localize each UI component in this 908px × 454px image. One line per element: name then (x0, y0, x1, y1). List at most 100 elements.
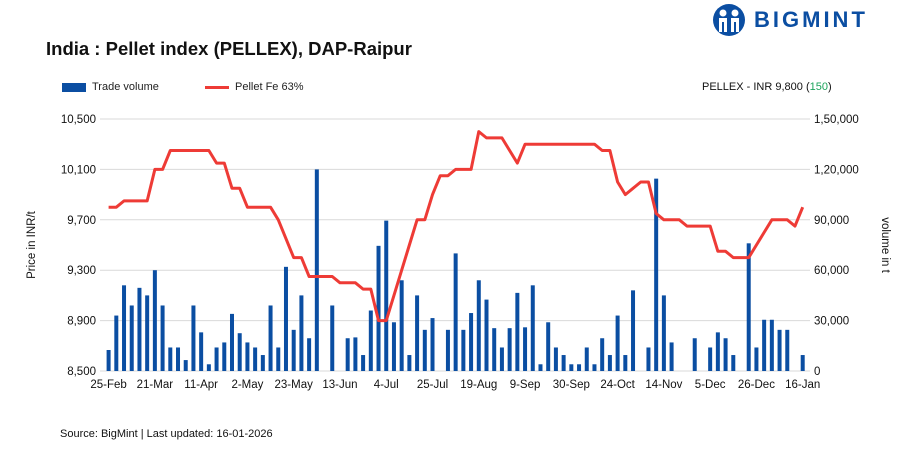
headline-change: 150 (809, 81, 828, 93)
volume-bar (577, 364, 582, 371)
volume-bar (762, 319, 767, 371)
volume-bar (399, 280, 404, 371)
y-tick-right: 1,50,000 (814, 114, 859, 126)
legend-swatch-bar (62, 82, 86, 92)
volume-bar (754, 347, 759, 371)
volume-bar (546, 322, 551, 371)
x-tick: 21-Mar (137, 379, 174, 391)
legend-label: Trade volume (92, 81, 159, 93)
volume-bar (646, 347, 651, 371)
volume-bar (484, 299, 489, 371)
volume-bar (191, 305, 196, 371)
y-tick-left: 9,700 (67, 215, 96, 227)
volume-bar (229, 313, 234, 371)
volume-bar (538, 364, 543, 371)
volume-bar (314, 169, 319, 371)
combo-chart: 8,500 0 8,900 30,000 9,300 60,000 9,700 90,000 1… (26, 114, 891, 391)
volume-bar (600, 338, 605, 371)
volume-bar (299, 295, 304, 371)
volume-bar (715, 332, 720, 371)
x-tick: 14-Nov (645, 379, 682, 391)
volume-bar (553, 347, 558, 371)
y-axis-label-left: Price in INR/t (26, 210, 38, 279)
volume-bar (176, 347, 181, 371)
volume-bar (237, 333, 242, 371)
x-tick: 19-Aug (460, 379, 497, 391)
x-tick: 23-May (275, 379, 314, 391)
volume-bar (507, 328, 512, 371)
volume-bar (291, 329, 296, 371)
volume-bar (152, 270, 157, 371)
volume-bar (661, 295, 666, 371)
volume-bar (307, 338, 312, 371)
chart-title: India : Pellet index (PELLEX), DAP-Raipu… (46, 38, 412, 59)
y-tick-left: 10,500 (61, 114, 96, 126)
volume-bar (515, 292, 520, 371)
volume-bar (345, 338, 350, 371)
volume-bar (453, 253, 458, 371)
volume-bar (114, 315, 119, 371)
volume-bar (137, 287, 142, 371)
volume-bar (631, 290, 636, 371)
brand-name: BIGMINT (754, 7, 868, 32)
x-tick: 5-Dec (695, 379, 726, 391)
volume-bar (569, 364, 574, 371)
volume-bar (607, 355, 612, 371)
volume-bar (623, 355, 628, 371)
volume-bar (283, 266, 288, 371)
volume-bar (731, 355, 736, 371)
volume-bar (654, 178, 659, 371)
volume-bar (145, 295, 150, 371)
x-tick: 13-Jun (322, 379, 357, 391)
paren: ( (805, 81, 810, 93)
legend-item-pellet: Pellet Fe 63% (205, 81, 303, 93)
y-tick-left: 10,100 (61, 164, 96, 176)
volume-bar (407, 355, 412, 371)
headline-label: PELLEX - INR 9,800 (702, 81, 803, 93)
legend-item-trade-volume: Trade volume (62, 81, 159, 93)
volume-bar (669, 342, 674, 371)
volume-bar (492, 328, 497, 371)
volume-bar (391, 322, 396, 371)
volume-bar (800, 355, 805, 371)
volume-bar (445, 329, 450, 371)
y-tick-left: 8,500 (67, 366, 96, 378)
y-tick-left: 8,900 (67, 316, 96, 328)
x-tick: 9-Sep (510, 379, 541, 391)
volume-bar (708, 347, 713, 371)
volume-bar (769, 319, 774, 371)
volume-bar (530, 285, 535, 371)
volume-bar (199, 332, 204, 371)
x-tick: 26-Dec (738, 379, 775, 391)
volume-bar (361, 355, 366, 371)
x-tick: 11-Apr (184, 379, 218, 391)
volume-bar (692, 338, 697, 371)
x-tick: 25-Feb (90, 379, 126, 391)
volume-bar (122, 285, 127, 371)
volume-bar (368, 310, 373, 371)
volume-bar (206, 364, 211, 371)
x-tick: 16-Jan (785, 379, 820, 391)
volume-bar (353, 337, 358, 371)
volume-bar (777, 329, 782, 371)
volume-bar (330, 305, 335, 371)
x-tick: 30-Sep (553, 379, 590, 391)
volume-bar (461, 329, 466, 371)
y-tick-left: 9,300 (67, 265, 96, 277)
volume-bar (476, 280, 481, 371)
x-tick: 2-May (231, 379, 263, 391)
y-tick-right: 30,000 (814, 316, 849, 328)
x-tick: 4-Jul (374, 379, 399, 391)
volume-bar (245, 342, 250, 371)
volume-bar (260, 355, 265, 371)
volume-bar (746, 243, 751, 371)
y-tick-right: 1,20,000 (814, 164, 859, 176)
volume-bar (253, 347, 258, 371)
paren: ) (827, 81, 832, 93)
volume-bar (523, 327, 528, 371)
volume-bar (615, 315, 620, 371)
volume-bar (214, 347, 219, 371)
volume-bar (183, 360, 188, 371)
headline-price: PELLEX - INR 9,800 (150) (702, 81, 832, 93)
